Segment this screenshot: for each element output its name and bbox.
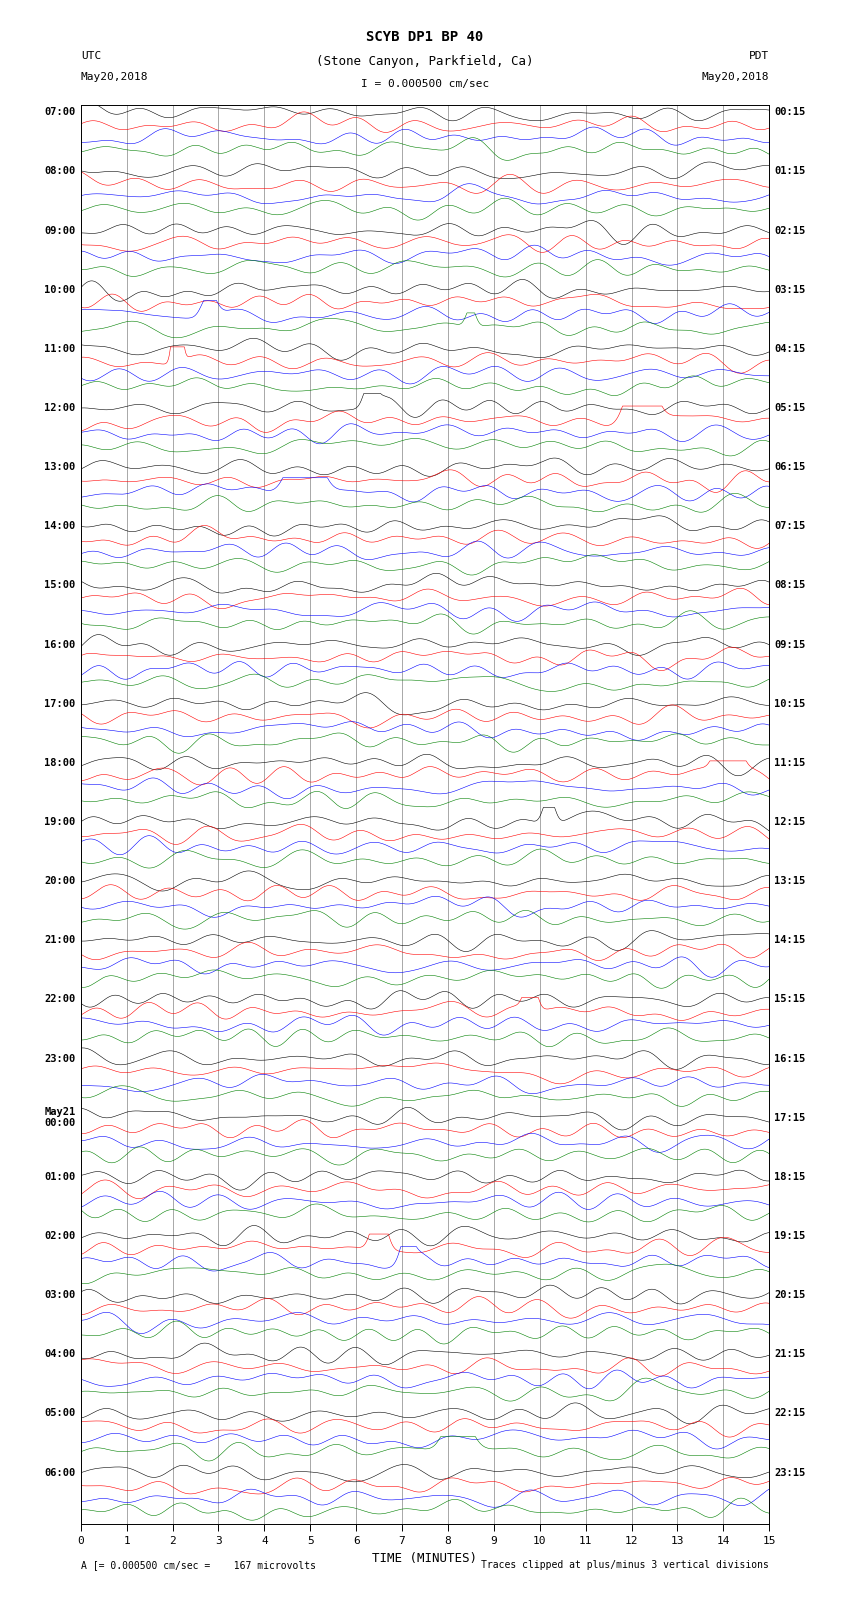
Text: 20:15: 20:15 [774,1290,806,1300]
Text: 07:15: 07:15 [774,521,806,531]
Text: 05:15: 05:15 [774,403,806,413]
Text: 19:15: 19:15 [774,1231,806,1240]
Text: 10:15: 10:15 [774,698,806,708]
Text: 05:00: 05:00 [44,1408,76,1418]
Text: 13:15: 13:15 [774,876,806,886]
Text: 04:00: 04:00 [44,1348,76,1360]
Text: 08:00: 08:00 [44,166,76,176]
Text: 17:15: 17:15 [774,1113,806,1123]
Text: May20,2018: May20,2018 [702,73,769,82]
Text: 10:00: 10:00 [44,284,76,295]
Text: 07:00: 07:00 [44,106,76,118]
Text: 21:00: 21:00 [44,936,76,945]
Text: 02:15: 02:15 [774,226,806,235]
Text: 01:15: 01:15 [774,166,806,176]
Text: 18:00: 18:00 [44,758,76,768]
Text: 06:15: 06:15 [774,461,806,473]
Text: 13:00: 13:00 [44,461,76,473]
Text: 12:15: 12:15 [774,816,806,827]
Text: 11:00: 11:00 [44,344,76,353]
Text: PDT: PDT [749,52,769,61]
Text: 06:00: 06:00 [44,1468,76,1478]
Text: Traces clipped at plus/minus 3 vertical divisions: Traces clipped at plus/minus 3 vertical … [481,1560,769,1569]
Text: May20,2018: May20,2018 [81,73,148,82]
Text: 21:15: 21:15 [774,1348,806,1360]
Text: May21
00:00: May21 00:00 [44,1107,76,1129]
Text: 20:00: 20:00 [44,876,76,886]
Text: 14:15: 14:15 [774,936,806,945]
Text: 03:15: 03:15 [774,284,806,295]
Text: 22:00: 22:00 [44,994,76,1005]
Text: A [= 0.000500 cm/sec =    167 microvolts: A [= 0.000500 cm/sec = 167 microvolts [81,1560,315,1569]
Text: 00:15: 00:15 [774,106,806,118]
Text: 15:15: 15:15 [774,994,806,1005]
Text: 03:00: 03:00 [44,1290,76,1300]
Text: 18:15: 18:15 [774,1171,806,1182]
Text: 02:00: 02:00 [44,1231,76,1240]
Text: UTC: UTC [81,52,101,61]
Text: 09:00: 09:00 [44,226,76,235]
X-axis label: TIME (MINUTES): TIME (MINUTES) [372,1552,478,1565]
Text: 12:00: 12:00 [44,403,76,413]
Text: 09:15: 09:15 [774,639,806,650]
Text: 08:15: 08:15 [774,581,806,590]
Text: 04:15: 04:15 [774,344,806,353]
Text: (Stone Canyon, Parkfield, Ca): (Stone Canyon, Parkfield, Ca) [316,55,534,68]
Text: 23:00: 23:00 [44,1053,76,1063]
Text: 11:15: 11:15 [774,758,806,768]
Text: 15:00: 15:00 [44,581,76,590]
Text: 16:00: 16:00 [44,639,76,650]
Text: 17:00: 17:00 [44,698,76,708]
Text: 16:15: 16:15 [774,1053,806,1063]
Text: 01:00: 01:00 [44,1171,76,1182]
Text: 14:00: 14:00 [44,521,76,531]
Text: I = 0.000500 cm/sec: I = 0.000500 cm/sec [361,79,489,89]
Text: 22:15: 22:15 [774,1408,806,1418]
Text: SCYB DP1 BP 40: SCYB DP1 BP 40 [366,31,484,44]
Text: 19:00: 19:00 [44,816,76,827]
Text: 23:15: 23:15 [774,1468,806,1478]
